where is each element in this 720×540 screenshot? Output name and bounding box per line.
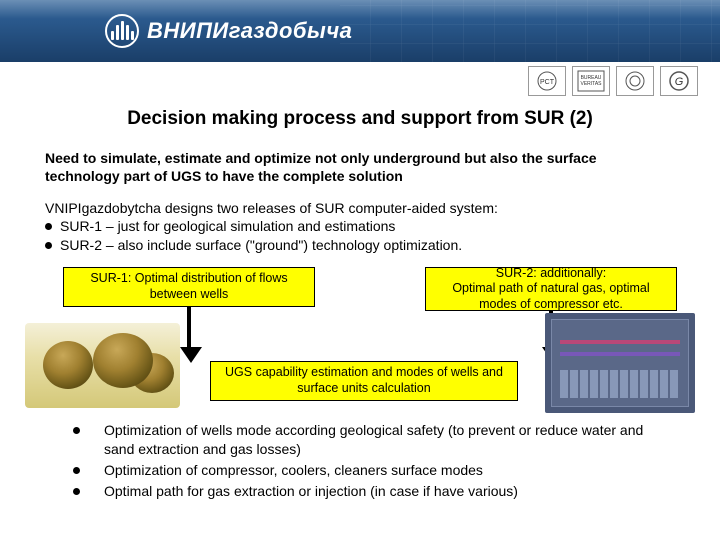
certification-strip: PCT BUREAUVERITAS G	[528, 66, 698, 96]
cert-badge-bureau-veritas: BUREAUVERITAS	[572, 66, 610, 96]
footer-bullet-3: Optimal path for gas extraction or injec…	[73, 482, 675, 501]
slide-content: Decision making process and support from…	[0, 108, 720, 501]
bullet-text: SUR-1 – just for geological simulation a…	[60, 217, 395, 236]
svg-text:G: G	[675, 76, 684, 88]
geological-3d-thumbnail	[25, 323, 180, 408]
footer-bullet-2: Optimization of compressor, coolers, cle…	[73, 461, 675, 480]
cert-badge-iso	[616, 66, 654, 96]
cert-badge-g: G	[660, 66, 698, 96]
bullet-text: SUR-2 – also include surface ("ground") …	[60, 236, 462, 255]
box-ugs: UGS capability estimation and modes of w…	[210, 361, 518, 401]
arrow-stem-left	[187, 307, 191, 351]
bullet-text: Optimization of wells mode according geo…	[88, 421, 675, 459]
box-sur1: SUR-1: Optimal distribution of flows bet…	[63, 267, 315, 307]
svg-text:PCT: PCT	[540, 79, 555, 86]
bullet-icon	[45, 223, 52, 230]
bullet-icon	[73, 467, 80, 474]
box-sur2: SUR-2: additionally: Optimal path of nat…	[425, 267, 677, 311]
flow-diagram: SUR-1: Optimal distribution of flows bet…	[45, 265, 675, 415]
arrow-down-icon	[180, 347, 202, 363]
page-title: Decision making process and support from…	[45, 108, 675, 130]
header-background-schematic	[340, 0, 720, 62]
cert-badge-pct: PCT	[528, 66, 566, 96]
dashboard-thumbnail	[545, 313, 695, 413]
design-bullet-1: SUR-1 – just for geological simulation a…	[45, 217, 675, 236]
bullet-text: Optimal path for gas extraction or injec…	[88, 482, 518, 501]
brand-logo: ВНИПИгаздобыча	[105, 14, 352, 48]
footer-bullet-1: Optimization of wells mode according geo…	[73, 421, 675, 459]
svg-text:VERITAS: VERITAS	[580, 81, 602, 87]
need-statement: Need to simulate, estimate and optimize …	[45, 150, 675, 185]
design-intro: VNIPIgazdobytcha designs two releases of…	[45, 199, 675, 217]
bullet-icon	[73, 427, 80, 434]
brand-text: ВНИПИгаздобыча	[147, 18, 352, 44]
header-bar: ВНИПИгаздобыча	[0, 0, 720, 62]
bullet-text: Optimization of compressor, coolers, cle…	[88, 461, 483, 480]
design-bullet-2: SUR-2 – also include surface ("ground") …	[45, 236, 675, 255]
logo-flame-icon	[105, 14, 139, 48]
bullet-icon	[45, 242, 52, 249]
footer-bullet-list: Optimization of wells mode according geo…	[45, 421, 675, 501]
bullet-icon	[73, 488, 80, 495]
